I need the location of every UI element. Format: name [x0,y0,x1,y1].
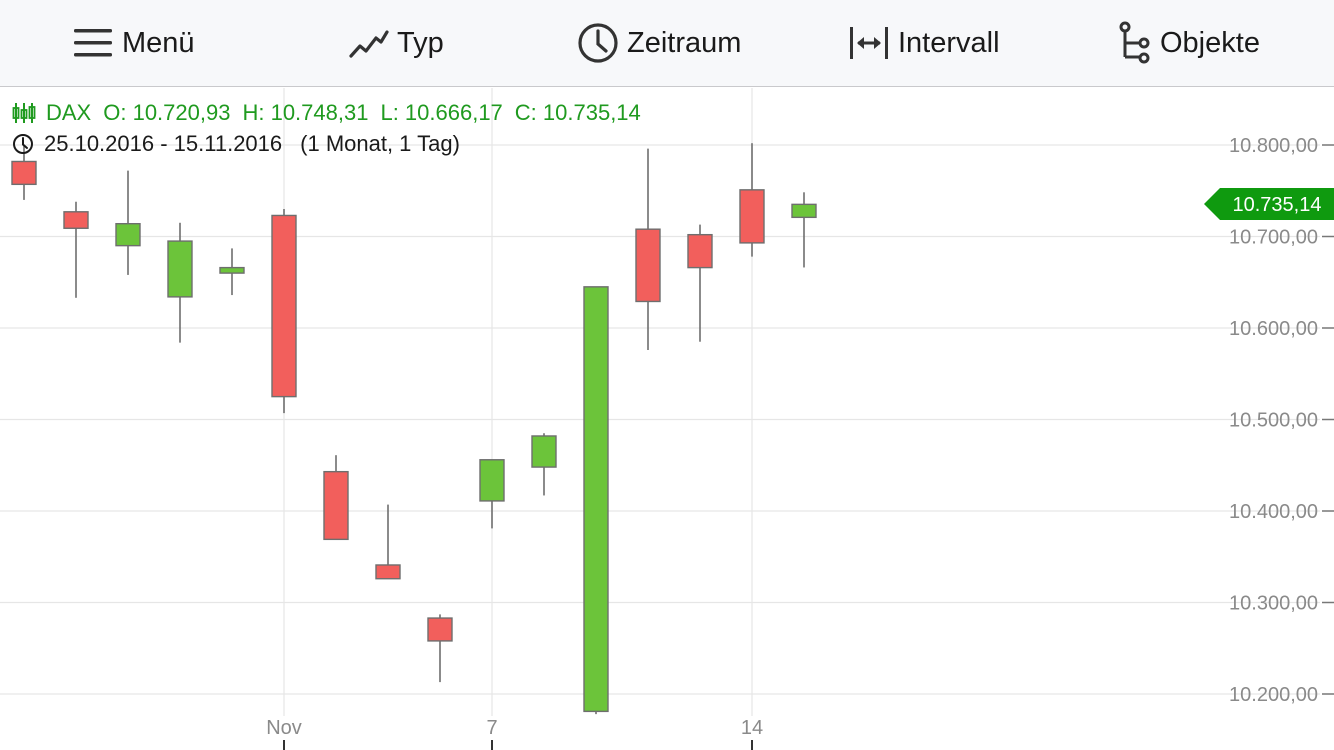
date-range: 25.10.2016 - 15.11.2016 [44,131,283,156]
y-tick-label: 10.400,00 [1229,501,1318,523]
hamburger-icon [74,29,112,57]
ohlc-legend: DAX O: 10.720,93 H: 10.748,31 L: 10.666,… [12,100,641,126]
type-button[interactable]: Typ [349,0,444,86]
y-tick-label: 10.500,00 [1229,410,1318,432]
candle-body-up[interactable] [531,435,557,468]
x-tick-label: 14 [741,717,763,739]
y-tick-label: 10.600,00 [1229,318,1318,340]
candle-body-down[interactable] [11,160,37,186]
close-value: C: 10.735,14 [514,100,641,125]
toolbar: Menü Typ Zeitraum Intervall [0,0,1334,87]
objects-label: Objekte [1160,26,1260,59]
candle-body-up[interactable] [479,459,505,502]
objects-tree-icon [1119,21,1150,64]
candle-body-down[interactable] [427,617,453,642]
y-tick-label: 10.300,00 [1229,593,1318,615]
candle-body-down[interactable] [375,564,401,580]
high-value: H: 10.748,31 [242,100,369,125]
last-price-tag: 10.735,14 [1204,188,1334,221]
date-range-legend: 25.10.2016 - 15.11.2016 (1 Monat, 1 Tag) [12,131,460,157]
period-label: Zeitraum [627,26,742,59]
candle-body-up[interactable] [583,286,609,713]
menu-label: Menü [122,26,195,59]
x-tick-label: Nov [266,717,302,739]
interval-button[interactable]: Intervall [848,0,1000,86]
resolution: (1 Monat, 1 Tag) [300,131,460,156]
clock-icon [578,23,618,63]
candle-body-down[interactable] [635,228,661,303]
interval-label: Intervall [898,26,1000,59]
clock-icon [13,134,33,154]
y-tick-label: 10.200,00 [1229,684,1318,706]
objects-button[interactable]: Objekte [1118,0,1260,86]
candle-body-down[interactable] [63,211,89,229]
candle-body-down[interactable] [323,470,349,541]
period-button[interactable]: Zeitraum [577,0,741,86]
type-label: Typ [397,26,444,59]
menu-button[interactable]: Menü [72,0,195,86]
interval-arrows-icon [850,27,888,59]
last-price-value: 10.735,14 [1233,194,1322,216]
candle-body-up[interactable] [791,203,817,219]
y-tick-label: 10.800,00 [1229,135,1318,157]
symbol-name: DAX [46,100,92,125]
x-tick-label: 7 [486,717,497,739]
candle-body-down[interactable] [687,233,713,269]
candle-body-up[interactable] [167,240,193,298]
y-tick-label: 10.700,00 [1229,227,1318,249]
candlestick-icon [12,103,36,123]
candle-body-down[interactable] [739,189,765,244]
candle-body-up[interactable] [219,266,245,274]
candle-body-down[interactable] [271,214,297,398]
open-value: O: 10.720,93 [103,100,231,125]
line-chart-icon [349,30,389,58]
candle-body-up[interactable] [115,222,141,247]
candlestick-chart[interactable]: 10.200,00 10.300,00 10.400,00 10.500,00 10.6… [0,88,1334,750]
low-value: L: 10.666,17 [380,100,503,125]
